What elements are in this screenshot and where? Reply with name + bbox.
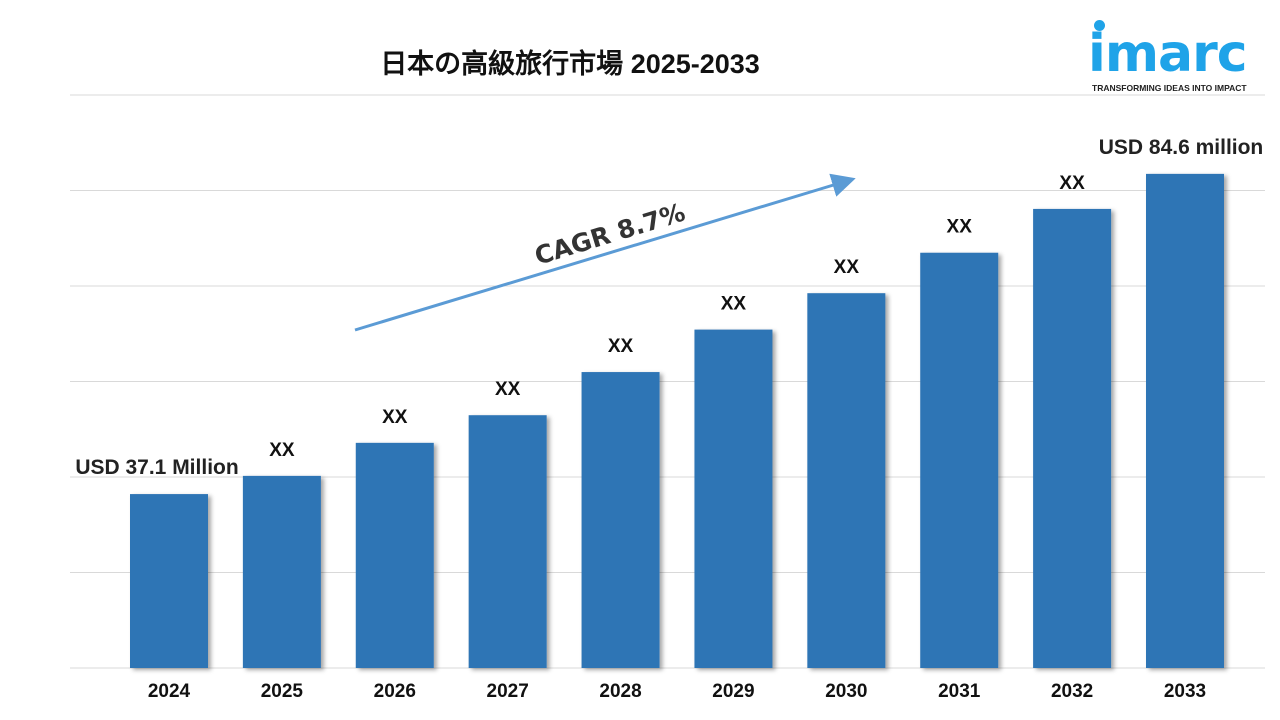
x-tick-label: 2033 <box>1164 681 1206 702</box>
bar-2032 <box>1033 208 1112 668</box>
x-tick-label: 2028 <box>599 681 641 702</box>
bar-2031 <box>920 252 999 668</box>
x-tick-label: 2027 <box>487 681 529 702</box>
x-tick-label: 2026 <box>374 681 416 702</box>
data-label: XX <box>269 440 295 461</box>
bar-2029 <box>694 329 773 668</box>
data-label: XX <box>382 407 408 428</box>
data-label: XX <box>495 379 521 400</box>
x-tick-label: 2032 <box>1051 681 1093 702</box>
data-label: XX <box>947 217 973 238</box>
bar-2024 <box>130 494 208 668</box>
bar-2025 <box>242 475 321 668</box>
data-label: XX <box>721 294 747 315</box>
x-tick-label: 2030 <box>825 681 867 702</box>
data-label: USD 84.6 million <box>1099 136 1264 159</box>
x-tick-label: 2024 <box>148 681 191 702</box>
x-tick-label: 2025 <box>261 681 304 702</box>
logo-dot <box>1094 20 1105 31</box>
data-label: USD 37.1 Million <box>75 456 238 479</box>
cagr-arrow <box>354 173 856 332</box>
logo-word: imarc <box>1088 24 1248 84</box>
chart-title: 日本の高級旅行市場 2025-2033 <box>380 49 760 79</box>
data-label: XX <box>608 336 634 357</box>
imarc-logo: imarc TRANSFORMING IDEAS INTO IMPACT <box>1088 14 1268 94</box>
x-tick-label: 2029 <box>712 681 754 702</box>
bar-2030 <box>807 293 886 668</box>
data-label: XX <box>1059 173 1085 194</box>
cagr-label: CAGR 8.7% <box>531 198 688 271</box>
bar-2028 <box>581 372 660 668</box>
x-tick-label: 2031 <box>938 681 981 702</box>
logo-tagline: TRANSFORMING IDEAS INTO IMPACT <box>1092 83 1247 93</box>
data-label: XX <box>834 257 860 278</box>
bar-2033 <box>1146 173 1224 668</box>
bar-2027 <box>468 415 547 668</box>
bar-2026 <box>355 442 434 668</box>
